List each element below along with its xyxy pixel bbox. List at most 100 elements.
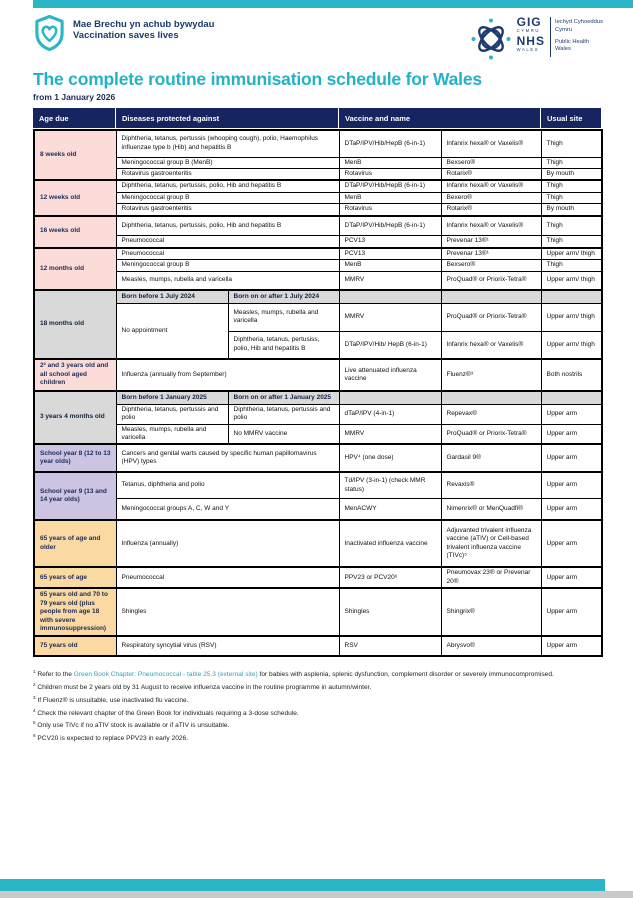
brand-cell: Abrysvo® xyxy=(440,635,542,657)
footnote-marker: 3 xyxy=(33,694,36,700)
footnote-text: for babies with asplenia, splenic dysfun… xyxy=(257,671,554,679)
bottom-gray-bar xyxy=(0,891,633,898)
phw-line: Public Health xyxy=(554,38,590,45)
logo-divider xyxy=(549,17,551,57)
page-title: The complete routine immunisation schedu… xyxy=(33,69,482,89)
brand-cell: Bexsero® xyxy=(440,259,542,272)
footnote-marker: 6 xyxy=(33,733,36,739)
age-cell: 2² and 3 years old and all school aged c… xyxy=(33,358,117,392)
vaccine-cell: dTaP/IPV (4-in-1) xyxy=(338,403,442,425)
disease-cell: Measles, mumps, rubella and varicella xyxy=(115,270,340,291)
disease-cell: Rotavirus gastroenteritis xyxy=(115,203,340,217)
disease-cell: Influenza (annually) xyxy=(115,519,340,568)
masthead: Mae Brechu yn achub bywydau Vaccination … xyxy=(33,14,603,67)
disease-after-cell: Diphtheria, tetanus, pertussis and polio xyxy=(227,403,340,425)
brand-cell: Prevenar 13®¹ xyxy=(440,235,542,249)
footnote-marker: 2 xyxy=(33,682,36,688)
site-cell: Thigh xyxy=(540,259,603,272)
table-row: Diphtheria, tetanus, pertussis and polio… xyxy=(34,403,603,425)
brand-cell: Infanrix hexa® or Vaxelis® xyxy=(440,214,542,237)
site-cell: Thigh xyxy=(540,179,603,193)
brand-cell: ProQuad® or Priorix-Tetra® xyxy=(440,423,542,445)
nhs-label: NHS xyxy=(516,34,545,49)
header-vaccine: Vaccine and name xyxy=(338,108,540,128)
table-row: Meningococcal group B (MenB) MenB Bexser… xyxy=(34,156,603,169)
vaccine-cell: MMRV xyxy=(338,423,442,445)
site-cell: Thigh xyxy=(540,214,603,237)
vaccine-cell: Shingles xyxy=(338,587,442,637)
site-cell: Upper arm xyxy=(540,566,603,589)
brand-cell: ProQuad® or Priorix-Tetra® xyxy=(440,302,542,332)
site-cell: Upper arm xyxy=(540,635,603,657)
vaccine-cell: PCV13 xyxy=(338,235,442,249)
green-book-link[interactable]: Green Book Chapter: Pneumococcal - table… xyxy=(73,671,258,679)
age-cell: 8 weeks old xyxy=(33,128,117,181)
disease-cell: Meningococcal groups A, C, W and Y xyxy=(115,497,340,521)
table-row: 12 months old Pneumococcal PCV13 Prevena… xyxy=(33,246,603,291)
wales-label: WALES xyxy=(516,47,540,53)
site-cell: Upper arm xyxy=(540,497,603,521)
vaccine-cell: Td/IPV (3-in-1) (check MMR status) xyxy=(338,471,442,499)
footnote-text: Check the relevant chapter of the Green … xyxy=(37,709,299,717)
age-cell: 65 years old and 70 to 79 years old (plu… xyxy=(33,587,117,637)
brand-cell: Revaxis® xyxy=(440,471,542,499)
site-cell: Upper arm/ thigh xyxy=(540,302,603,332)
phw-line: Iechyd Cyhoeddus xyxy=(554,19,603,25)
brand-cell: Bexero® xyxy=(440,191,542,205)
table-row: 2² and 3 years old and all school aged c… xyxy=(33,358,603,392)
disease-cell: Meningococcal group B xyxy=(115,191,340,205)
table-row: 8 weeks old Diphtheria, tetanus, pertuss… xyxy=(33,128,603,181)
brand-cell: Shingrix® xyxy=(440,587,542,637)
brand-cell: Bexsero® xyxy=(440,156,542,169)
disease-cell: Shingles xyxy=(115,587,340,637)
vaccine-cell: MenB xyxy=(338,191,442,205)
site-cell: By mouth xyxy=(540,167,603,181)
header-age-due: Age due xyxy=(33,108,115,128)
bottom-teal-bar xyxy=(0,879,605,891)
table-row: Measles, mumps, rubella and varicella MM… xyxy=(34,270,603,291)
footnote-1: 1 Refer to the Green Book Chapter: Pneum… xyxy=(33,668,600,681)
age-cell: 12 months old xyxy=(33,246,117,291)
schedule-table: Age due Diseases protected against Vacci… xyxy=(33,108,603,658)
table-subheader-row: 3 years 4 months old Born before 1 Janua… xyxy=(33,389,603,445)
disease-cell: Pneumococcal xyxy=(115,246,340,261)
subheader-filler-cell xyxy=(540,289,603,304)
footnote-marker: 4 xyxy=(33,707,36,713)
disease-cell: Meningococcal group B xyxy=(115,259,340,272)
table-row: Rotavirus gastroenteritis Rotavirus Rota… xyxy=(34,203,603,217)
brand-cell: ProQuad® or Priorix-Tetra® xyxy=(440,270,542,291)
disease-cell: Cancers and genital warts caused by spec… xyxy=(115,443,340,473)
age-cell: 3 years 4 months old xyxy=(33,389,117,445)
vaccine-cell: Live attenuated influenza vaccine xyxy=(338,358,442,392)
brand-cell: Infanrix hexa® or Vaxelis® xyxy=(440,330,542,360)
footnote-text: Children must be 2 years old by 31 Augus… xyxy=(37,684,372,692)
brand-text: Mae Brechu yn achub bywydau Vaccination … xyxy=(73,19,214,42)
vaccine-cell: DTaP/IPV/Hib/HepB (6-in-1) xyxy=(338,179,442,193)
subheader-filler-cell xyxy=(440,390,542,405)
table-row: 65 years old and 70 to 79 years old (plu… xyxy=(33,587,603,637)
vaccine-cell: MenB xyxy=(338,156,442,169)
nhs-wales-logo: GIG CYMRU NHS WALES Iechyd Cyhoeddus Cym… xyxy=(470,16,603,67)
vaccine-cell: HPV⁴ (one dose) xyxy=(338,443,442,473)
disease-cell: Diphtheria, tetanus, pertusiss, polio, H… xyxy=(227,330,340,360)
disease-cell: Influenza (annually from September) xyxy=(115,358,340,392)
footnote-text: Refer to the xyxy=(37,671,74,679)
born-before-cell: Born before 1 July 2024 xyxy=(115,289,229,304)
brand-cell: Fluenz®³ xyxy=(440,358,542,392)
brand-cell: Prevenar 13®¹ xyxy=(440,246,542,261)
table-subheader-row: 18 months old Born before 1 July 2024 Bo… xyxy=(33,289,603,360)
phw-line: Wales xyxy=(554,46,571,53)
footnotes: 1 Refer to the Green Book Chapter: Pneum… xyxy=(33,668,600,744)
footnote-text: Only use TIVc if no aTIV stock is availa… xyxy=(37,722,230,730)
table-row: Diphtheria, tetanus, pertusiss, polio, H… xyxy=(34,330,603,360)
header-diseases: Diseases protected against xyxy=(115,108,338,128)
age-cell: 65 years of age xyxy=(33,566,117,589)
footnote-3: 3 If Fluenz® is unsuitable, use inactiva… xyxy=(33,694,600,707)
shield-heart-icon xyxy=(33,14,66,57)
table-row: 65 years of age Pneumococcal PPV23 or PC… xyxy=(33,566,603,589)
age-cell: 16 weeks old xyxy=(33,214,117,249)
site-cell: Thigh xyxy=(540,191,603,205)
table-row: 12 weeks old Diphtheria, tetanus, pertus… xyxy=(33,179,603,217)
site-cell: Upper arm xyxy=(540,443,603,473)
